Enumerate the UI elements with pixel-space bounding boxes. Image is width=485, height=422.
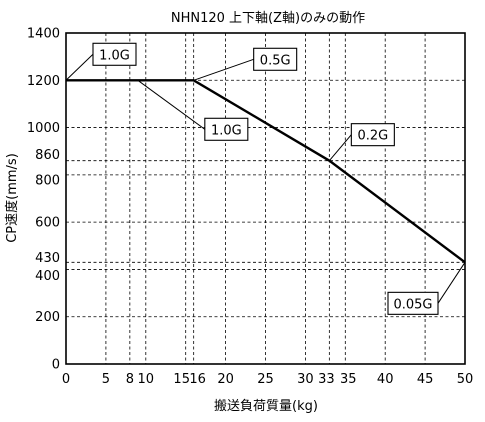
x-tick-label: 25 bbox=[257, 372, 274, 387]
callout-leader bbox=[328, 134, 352, 161]
callout-box bbox=[253, 47, 298, 71]
x-tick-label: 8 bbox=[126, 372, 134, 387]
y-tick-labels: 0 200 400 430 600 800 860 1000 1200 1400 bbox=[27, 27, 60, 373]
x-tick-label: 15 bbox=[173, 372, 190, 387]
callout-label: 1.0G bbox=[211, 123, 242, 138]
y-tick-label: 600 bbox=[35, 216, 60, 231]
x-tick-label: 35 bbox=[340, 372, 357, 387]
x-tick-label: 20 bbox=[217, 372, 234, 387]
x-tick-label: 30 bbox=[297, 372, 314, 387]
y-tick-label: 1400 bbox=[27, 27, 60, 42]
x-tick-label: 16 bbox=[189, 372, 206, 387]
y-tick-label: 1000 bbox=[27, 121, 60, 136]
callout-box bbox=[350, 123, 395, 147]
y-tick-label: 800 bbox=[35, 173, 60, 188]
y-axis-label: CP速度(mm/s) bbox=[4, 153, 20, 243]
y-tick-label: 200 bbox=[35, 310, 60, 325]
callout: 1.0G bbox=[65, 42, 137, 81]
x-tick-label: 45 bbox=[417, 372, 434, 387]
x-tick-label: 50 bbox=[457, 372, 474, 387]
callout-box bbox=[387, 291, 439, 315]
y-tick-label: 1200 bbox=[27, 74, 60, 89]
x-tick-labels: 0 5 8 10 15 16 20 25 30 33 35 40 45 50 bbox=[62, 372, 473, 387]
callout-label: 1.0G bbox=[99, 48, 130, 63]
callout-leader bbox=[65, 53, 94, 81]
x-axis-label: 搬送負荷質量(kg) bbox=[214, 399, 318, 414]
y-tick-label: 0 bbox=[52, 358, 60, 373]
y-tick-label: 860 bbox=[35, 148, 60, 163]
series-line bbox=[66, 79, 466, 264]
callout: 0.5G bbox=[193, 47, 298, 81]
x-tick-label: 33 bbox=[318, 372, 335, 387]
callout-label: 0.5G bbox=[260, 53, 291, 68]
chart-title: NHN120 上下軸(Z軸)のみの動作 bbox=[171, 11, 365, 26]
series-layer bbox=[66, 79, 466, 264]
grid bbox=[66, 33, 465, 364]
y-tick-label: 430 bbox=[35, 251, 60, 266]
callout-leader bbox=[437, 262, 466, 304]
callout: 0.2G bbox=[328, 123, 395, 161]
callout: 0.05G bbox=[387, 262, 466, 315]
callout-leader bbox=[137, 79, 206, 130]
x-tick-label: 0 bbox=[62, 372, 70, 387]
callout-box bbox=[92, 42, 137, 66]
x-tick-label: 10 bbox=[138, 372, 155, 387]
callout-label: 0.05G bbox=[393, 297, 432, 312]
callout-box bbox=[204, 117, 249, 141]
x-tick-label: 5 bbox=[102, 372, 110, 387]
annotations: 1.0G 1.0G 0.5G 0.2G 0.05G bbox=[65, 42, 466, 315]
y-tick-label: 400 bbox=[35, 269, 60, 284]
plot-frame bbox=[65, 32, 466, 365]
x-tick-label: 40 bbox=[377, 372, 394, 387]
callout-leader bbox=[193, 58, 254, 81]
callout: 1.0G bbox=[137, 79, 249, 141]
callout-label: 0.2G bbox=[357, 129, 388, 144]
